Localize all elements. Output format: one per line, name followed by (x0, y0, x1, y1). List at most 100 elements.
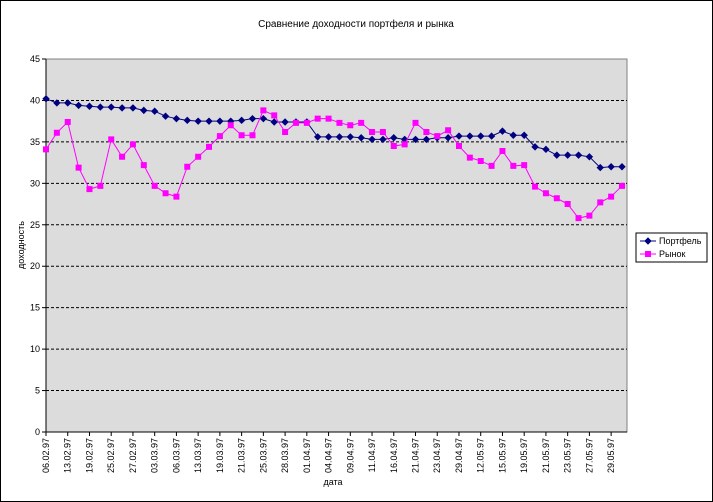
data-point (542, 190, 549, 197)
data-point (553, 151, 561, 159)
data-point (281, 118, 289, 126)
data-point (42, 95, 50, 103)
y-tick-label: 5 (35, 386, 40, 396)
x-tick-label: 23.04.97 (432, 438, 442, 473)
x-tick-label: 21.04.97 (411, 438, 421, 473)
x-tick-label: 09.04.97 (345, 438, 355, 473)
data-point (390, 143, 397, 150)
data-point (575, 215, 582, 222)
data-point (553, 195, 560, 202)
data-point (597, 199, 604, 206)
data-point (325, 115, 332, 122)
data-point (444, 134, 452, 142)
data-point (313, 133, 322, 141)
x-tick-label: 21.05.97 (541, 438, 551, 473)
data-point (368, 135, 376, 144)
data-point (97, 182, 104, 189)
data-point (118, 104, 126, 112)
data-point (43, 146, 49, 153)
data-point (422, 135, 431, 144)
y-tick-label: 0 (35, 427, 40, 437)
data-point (357, 134, 365, 142)
data-point (271, 112, 278, 119)
x-tick-label: 06.02.97 (41, 438, 51, 473)
data-point (206, 143, 213, 150)
data-point (238, 132, 245, 139)
data-point (369, 128, 376, 135)
x-tick-label: 29.05.97 (606, 438, 616, 473)
data-point (161, 112, 170, 120)
x-tick-label: 25.02.97 (106, 438, 116, 473)
x-tick-label: 12.05.97 (476, 438, 486, 473)
data-point (619, 182, 625, 189)
data-point (119, 153, 126, 160)
data-point (455, 143, 462, 150)
x-tick-label: 21.03.97 (237, 438, 247, 473)
data-point (466, 132, 474, 140)
data-point (270, 118, 278, 126)
plot-area (45, 58, 628, 433)
legend-label: Рынок (659, 249, 685, 259)
x-tick-label: 19.03.97 (215, 438, 225, 473)
data-point (488, 162, 495, 169)
data-point (531, 143, 539, 151)
x-tick-label: 06.03.97 (171, 438, 181, 473)
y-tick-label: 40 (30, 95, 40, 105)
data-point (216, 117, 224, 125)
y-axis-label: доходность (16, 221, 26, 269)
data-point (216, 133, 223, 140)
data-point (434, 133, 441, 140)
data-point (585, 153, 594, 161)
data-point (455, 132, 463, 140)
data-point (259, 114, 268, 123)
legend-label: Портфель (659, 236, 702, 246)
x-tick-label: 27.05.97 (584, 438, 594, 473)
x-axis-label: дата (323, 477, 342, 487)
data-point (379, 135, 387, 144)
y-tick-label: 25 (30, 220, 40, 230)
data-point (282, 128, 289, 135)
data-point (324, 133, 333, 141)
y-tick-label: 30 (30, 178, 40, 188)
data-point (608, 193, 615, 200)
data-point (96, 103, 105, 111)
legend-marker (644, 237, 652, 245)
data-point (379, 128, 386, 135)
data-point (586, 212, 593, 219)
data-point (237, 116, 246, 125)
data-point (129, 104, 137, 112)
data-point (107, 103, 115, 111)
data-point (75, 164, 82, 171)
x-tick-label: 11.04.97 (367, 438, 377, 472)
data-point (150, 107, 159, 115)
x-tick-label: 03.03.97 (150, 438, 160, 473)
data-point (194, 117, 202, 125)
data-point (477, 157, 484, 164)
data-point (618, 163, 626, 171)
x-tick-label: 13.03.97 (193, 438, 203, 473)
x-tick-label: 25.03.97 (258, 438, 268, 473)
data-point (607, 163, 615, 171)
data-point (563, 151, 572, 159)
x-tick-label: 04.04.97 (324, 438, 334, 473)
legend-marker (645, 251, 651, 257)
data-point (423, 128, 430, 135)
data-point (183, 116, 191, 125)
x-tick-label: 13.02.97 (63, 438, 73, 473)
data-point (53, 129, 60, 136)
data-point (596, 163, 604, 172)
x-tick-label: 19.02.97 (84, 438, 94, 473)
data-point (162, 190, 169, 197)
data-point (292, 119, 299, 126)
data-point (172, 114, 181, 123)
data-point (487, 132, 496, 140)
data-point (303, 119, 310, 126)
data-point (411, 135, 420, 144)
y-tick-label: 45 (30, 54, 40, 64)
data-point (64, 99, 72, 107)
data-point (151, 182, 158, 189)
data-point (412, 119, 419, 126)
data-point (335, 133, 344, 141)
y-tick-label: 15 (30, 303, 40, 313)
